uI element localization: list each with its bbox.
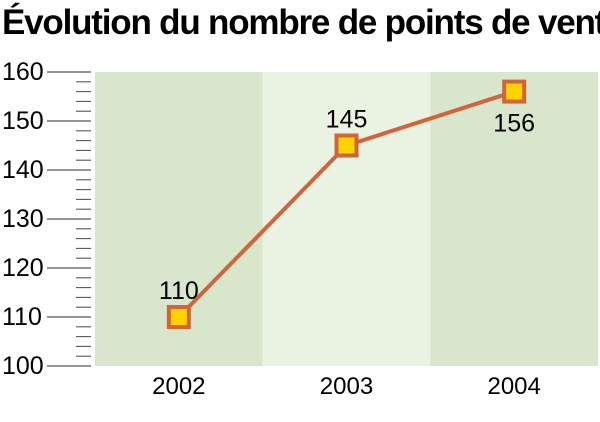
data-point-2002 (166, 305, 191, 329)
data-markers (166, 79, 527, 329)
y-tick-label: 160 (2, 58, 44, 86)
plot-band-2004 (430, 72, 598, 366)
y-tick-label: 140 (2, 156, 44, 184)
data-point-2003 (334, 133, 359, 158)
y-tick-label: 110 (2, 303, 42, 331)
y-tick-label: 100 (2, 352, 44, 380)
x-tick-label: 2004 (487, 373, 540, 400)
background-bands (95, 72, 598, 366)
y-tick-label: 150 (2, 107, 44, 135)
y-tick-label: 120 (2, 254, 44, 282)
x-tick-label: 2003 (320, 373, 373, 400)
y-tick-label: 130 (2, 205, 44, 233)
x-axis-labels: 2002 2003 2004 (152, 373, 541, 400)
data-label: 110 (159, 277, 199, 305)
data-point-2004 (502, 79, 527, 104)
data-label: 156 (493, 110, 535, 138)
data-label: 145 (326, 106, 368, 134)
chart-title: Évolution du nombre de points de vente (2, 3, 600, 42)
data-value-labels: 110 145 156 (159, 106, 535, 306)
plot-band-2003 (262, 72, 431, 366)
x-tick-label: 2002 (152, 373, 205, 400)
y-axis: 100 110 120 130 140 150 160 (2, 58, 91, 380)
